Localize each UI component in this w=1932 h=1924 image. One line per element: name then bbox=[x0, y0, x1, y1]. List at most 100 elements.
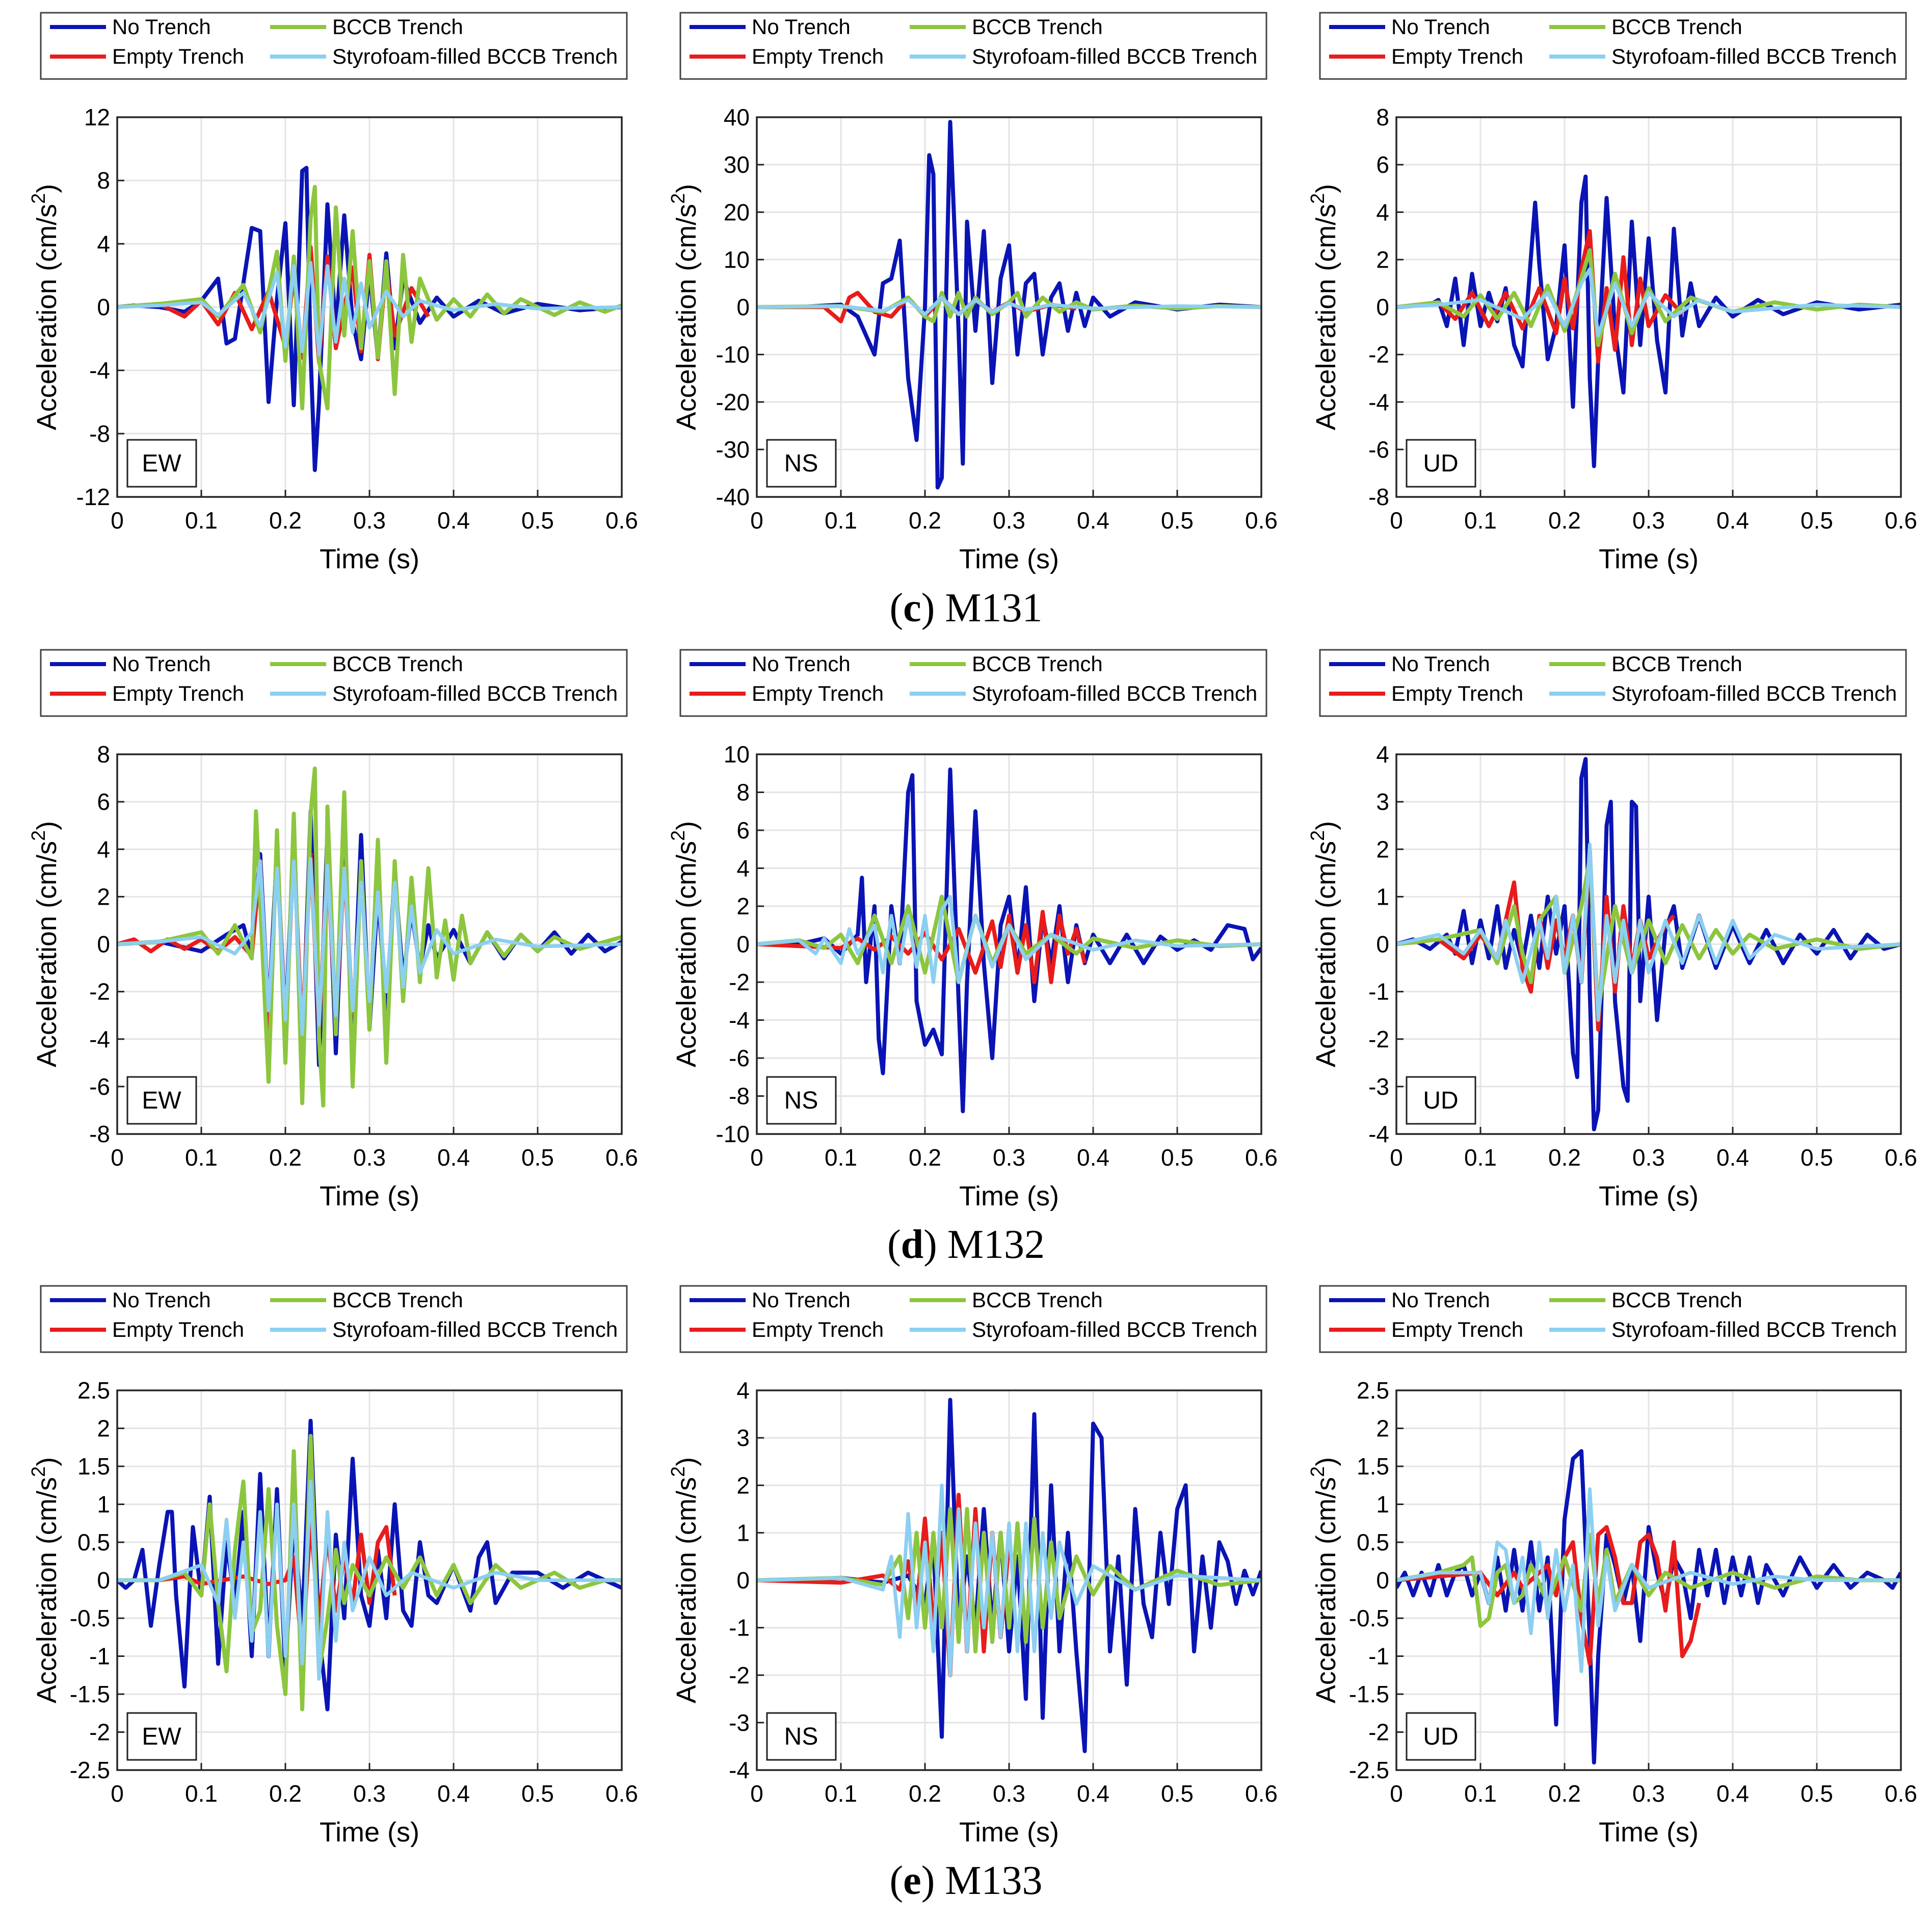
x-tick-label: 0.3 bbox=[993, 1144, 1025, 1171]
x-tick-label: 0 bbox=[750, 1144, 763, 1171]
x-tick-label: 0.6 bbox=[1245, 1144, 1278, 1171]
legend-label-bccb-trench: BCCB Trench bbox=[1611, 1288, 1742, 1312]
x-tick-label: 0.4 bbox=[1716, 1780, 1749, 1807]
legend-label-no-trench: No Trench bbox=[112, 652, 211, 676]
y-tick-label: -4 bbox=[1368, 389, 1389, 415]
legend-box bbox=[40, 649, 628, 717]
legend: No Trench BCCB Trench Empty Trench Styrofoa… bbox=[40, 649, 628, 717]
x-tick-label: 0 bbox=[750, 1780, 763, 1807]
legend-label-styrofoam-bccb-trench: Styrofoam-filled BCCB Trench bbox=[1611, 1317, 1897, 1341]
y-tick-label: -2 bbox=[89, 1719, 110, 1746]
series-line-bccb-trench bbox=[1396, 1533, 1901, 1628]
component-box bbox=[126, 1076, 197, 1125]
legend-label-empty-trench: Empty Trench bbox=[1391, 681, 1523, 705]
x-tick-label: 0 bbox=[750, 507, 763, 534]
x-tick-label: 0.4 bbox=[437, 1780, 470, 1807]
y-tick-label: 1 bbox=[736, 1519, 750, 1546]
y-tick-label: -40 bbox=[716, 484, 750, 510]
y-tick-label: -6 bbox=[729, 1045, 750, 1071]
component-box bbox=[126, 1712, 197, 1761]
y-tick-label: -20 bbox=[716, 389, 750, 415]
chart-m132-ud: 0 0.1 0.2 0.3 0.4 0.5 0.6 -4 -3 -2 -1 0 1 2 3 4 UD Time (… bbox=[1307, 649, 1917, 1211]
x-tick-label: 0.1 bbox=[1464, 1144, 1497, 1171]
y-tick-label: 0 bbox=[736, 294, 750, 321]
caption-d-letter: d bbox=[901, 1222, 924, 1267]
legend-label-styrofoam-bccb-trench: Styrofoam-filled BCCB Trench bbox=[1611, 44, 1897, 68]
x-tick-label: 0.2 bbox=[269, 507, 302, 534]
y-tick-label: -2 bbox=[89, 979, 110, 1005]
y-tick-label: 2.5 bbox=[77, 1377, 110, 1404]
chart-m133-ns: 0 0.1 0.2 0.3 0.4 0.5 0.6 -4 -3 -2 -1 0 1 2 3 4 NS Time (… bbox=[668, 1285, 1278, 1848]
x-axis-label: Time (s) bbox=[320, 1181, 419, 1211]
y-tick-label: 1 bbox=[1376, 1491, 1389, 1518]
legend-label-empty-trench: Empty Trench bbox=[752, 44, 884, 68]
y-tick-label: 6 bbox=[736, 817, 750, 844]
x-tick-label: 0.6 bbox=[605, 1780, 638, 1807]
y-tick-label: 8 bbox=[97, 741, 110, 768]
y-tick-label: 4 bbox=[1376, 741, 1389, 768]
y-tick-label: 4 bbox=[97, 230, 110, 257]
axes-frame bbox=[1395, 116, 1902, 498]
y-tick-label: 30 bbox=[724, 151, 750, 178]
y-tick-label: -1 bbox=[1368, 1643, 1389, 1670]
y-tick-label: 0 bbox=[736, 931, 750, 958]
series-line-styrofoam-bccb-trench bbox=[1396, 267, 1901, 337]
y-tick-label: 2 bbox=[97, 883, 110, 910]
y-tick-label: -4 bbox=[89, 357, 110, 384]
x-tick-label: 0.1 bbox=[825, 1780, 857, 1807]
caption-c-letter: c bbox=[903, 586, 921, 630]
legend-label-no-trench: No Trench bbox=[1391, 15, 1490, 39]
caption-c-open: ( bbox=[889, 586, 904, 630]
legend-label-empty-trench: Empty Trench bbox=[752, 1317, 884, 1341]
caption-e-open: ( bbox=[889, 1858, 904, 1903]
axes-frame bbox=[1395, 753, 1902, 1135]
caption-e-letter: e bbox=[903, 1858, 921, 1903]
component-box bbox=[766, 1712, 837, 1761]
y-tick-label: -4 bbox=[89, 1026, 110, 1052]
x-tick-label: 0.6 bbox=[605, 507, 638, 534]
x-tick-label: 0.1 bbox=[1464, 507, 1497, 534]
legend-box bbox=[679, 1285, 1267, 1353]
y-tick-label: 12 bbox=[84, 104, 110, 130]
x-tick-label: 0.1 bbox=[185, 1144, 218, 1171]
legend: No Trench BCCB Trench Empty Trench Styrofoa… bbox=[40, 12, 628, 80]
x-tick-label: 0.4 bbox=[1716, 1144, 1749, 1171]
x-axis-label: Time (s) bbox=[320, 1817, 419, 1848]
series-line-no-trench bbox=[117, 166, 622, 472]
y-tick-label: 0.5 bbox=[77, 1529, 110, 1556]
legend-box bbox=[679, 649, 1267, 717]
x-tick-label: 0.3 bbox=[1632, 507, 1665, 534]
y-tick-label: -1 bbox=[89, 1643, 110, 1670]
axes-frame bbox=[116, 753, 623, 1135]
y-tick-label: -3 bbox=[729, 1709, 750, 1736]
y-tick-label: 6 bbox=[97, 788, 110, 815]
y-tick-label: -4 bbox=[729, 1757, 750, 1783]
y-tick-label: 0.5 bbox=[1357, 1529, 1389, 1556]
y-tick-label: 40 bbox=[724, 104, 750, 130]
y-tick-label: 4 bbox=[1376, 199, 1389, 225]
legend-label-styrofoam-bccb-trench: Styrofoam-filled BCCB Trench bbox=[972, 1317, 1257, 1341]
x-tick-label: 0.1 bbox=[825, 1144, 857, 1171]
x-tick-label: 0 bbox=[1390, 1144, 1403, 1171]
series-line-bccb-trench bbox=[1396, 856, 1901, 1013]
x-tick-label: 0.3 bbox=[353, 1780, 386, 1807]
component-label: NS bbox=[784, 450, 818, 477]
x-tick-label: 0.3 bbox=[353, 507, 386, 534]
y-tick-label: 2 bbox=[1376, 246, 1389, 273]
x-axis-label: Time (s) bbox=[320, 544, 419, 574]
legend-label-empty-trench: Empty Trench bbox=[112, 681, 244, 705]
x-tick-label: 0.6 bbox=[1885, 1780, 1917, 1807]
series-line-styrofoam-bccb-trench bbox=[1396, 842, 1901, 1022]
x-tick-label: 0.5 bbox=[521, 507, 554, 534]
legend: No Trench BCCB Trench Empty Trench Styrofoa… bbox=[1319, 1285, 1907, 1353]
series-line-styrofoam-bccb-trench bbox=[757, 894, 1261, 984]
legend: No Trench BCCB Trench Empty Trench Styrofoa… bbox=[679, 12, 1267, 80]
y-tick-label: -12 bbox=[76, 484, 110, 510]
x-axis-label: Time (s) bbox=[959, 1817, 1059, 1848]
x-tick-label: 0.5 bbox=[521, 1144, 554, 1171]
caption-d-text: ) M132 bbox=[923, 1222, 1045, 1267]
axes-frame bbox=[116, 116, 623, 498]
component-box bbox=[766, 1076, 837, 1125]
chart-m132-ew: 0 0.1 0.2 0.3 0.4 0.5 0.6 -8 -6 -4 -2 0 2 4 6 8 EW Time (… bbox=[28, 649, 638, 1211]
y-tick-label: -6 bbox=[89, 1073, 110, 1100]
